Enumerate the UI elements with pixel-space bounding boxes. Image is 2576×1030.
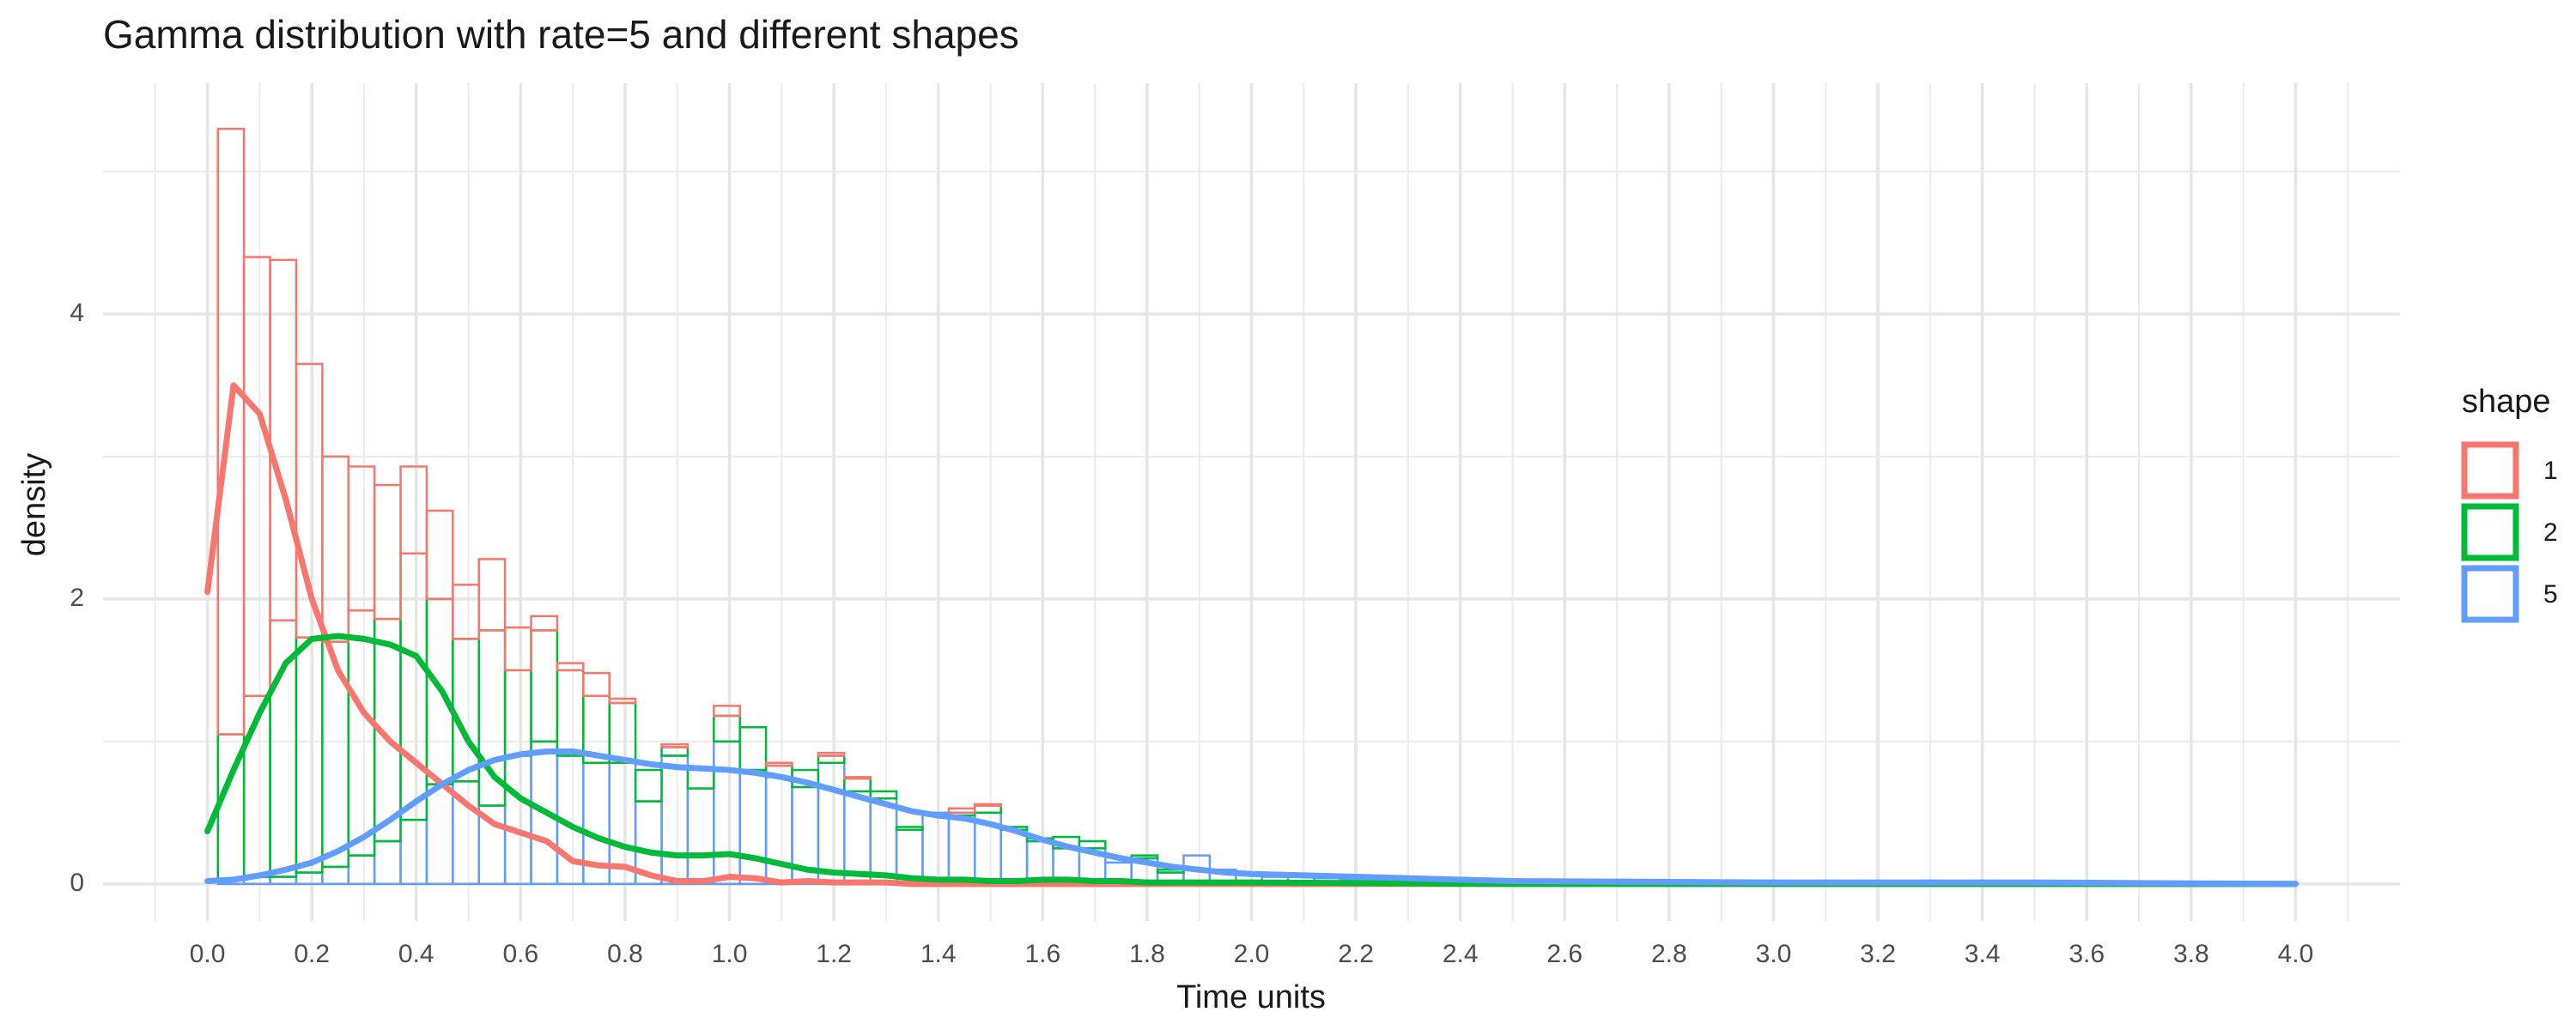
histogram-bar	[582, 671, 611, 697]
x-tick-label: 0.4	[398, 940, 434, 968]
x-tick-label: 1.2	[816, 940, 852, 968]
y-tick-label: 0	[70, 869, 84, 897]
histogram-bar	[817, 751, 846, 757]
x-tick-label: 1.8	[1129, 940, 1165, 968]
histogram-bar	[660, 742, 690, 748]
histogram-bar	[764, 761, 793, 767]
x-tick-label: 3.8	[2173, 940, 2209, 968]
histogram-bar	[1156, 868, 1185, 874]
histogram-bar	[608, 697, 637, 705]
histogram-bar	[556, 662, 585, 672]
legend-title: shape	[2462, 384, 2551, 420]
x-tick-label: 0.6	[503, 940, 539, 968]
y-tick-label: 2	[70, 584, 84, 612]
y-tick-label: 4	[70, 299, 84, 327]
histogram-bar	[895, 826, 924, 832]
legend-label: 2	[2543, 518, 2558, 547]
x-axis-title: Time units	[1176, 979, 1326, 1015]
histogram-bar	[1078, 839, 1107, 850]
legend-key	[2461, 441, 2519, 500]
x-tick-label: 3.6	[2069, 940, 2105, 968]
legend-key	[2461, 503, 2519, 561]
x-tick-label: 1.6	[1024, 940, 1060, 968]
density-line	[204, 748, 2299, 888]
x-tick-label: 0.2	[294, 940, 330, 968]
histogram-bar	[974, 803, 1002, 807]
histogram-bar	[503, 626, 532, 672]
bars	[216, 127, 1524, 886]
x-tick-label: 0.0	[190, 940, 226, 968]
legend-label: 5	[2543, 580, 2558, 609]
histogram-bar	[530, 615, 559, 632]
x-tick-label: 2.4	[1443, 940, 1479, 968]
x-tick-label: 1.0	[712, 940, 748, 968]
x-tick-label: 2.0	[1234, 940, 1270, 968]
histogram-bar	[1130, 854, 1159, 860]
density-line	[204, 633, 2299, 888]
histogram-bar	[477, 558, 507, 632]
chart-title: Gamma distribution with rate=5 and diffe…	[103, 12, 1019, 57]
histogram-bar	[947, 807, 976, 815]
x-tick-label: 2.8	[1651, 940, 1687, 968]
histogram-bar	[713, 705, 741, 718]
x-tick-label: 3.2	[1860, 940, 1896, 968]
axes: 0 2 4 0.0 0.2 0.4 0.6 0.8 1.0 1.2 1.4 1.6 1.8 2.0 2.2 2…	[70, 299, 2313, 968]
legend-label: 1	[2543, 457, 2558, 485]
x-tick-label: 3.0	[1756, 940, 1792, 968]
x-tick-label: 2.2	[1338, 940, 1374, 968]
y-axis-title: density	[16, 453, 52, 556]
density-lines	[204, 382, 2299, 888]
histogram-bar	[634, 768, 663, 803]
histogram-bar	[869, 790, 898, 800]
x-tick-label: 1.4	[920, 940, 957, 968]
x-tick-label: 0.8	[607, 940, 643, 968]
legend-key	[2461, 565, 2519, 623]
x-tick-label: 3.4	[1965, 940, 2001, 968]
histogram-bar	[843, 776, 872, 780]
x-tick-label: 2.6	[1546, 940, 1583, 968]
legend: 1 2 5	[2461, 441, 2558, 623]
histogram-bar	[425, 509, 454, 601]
x-tick-label: 4.0	[2278, 940, 2314, 968]
